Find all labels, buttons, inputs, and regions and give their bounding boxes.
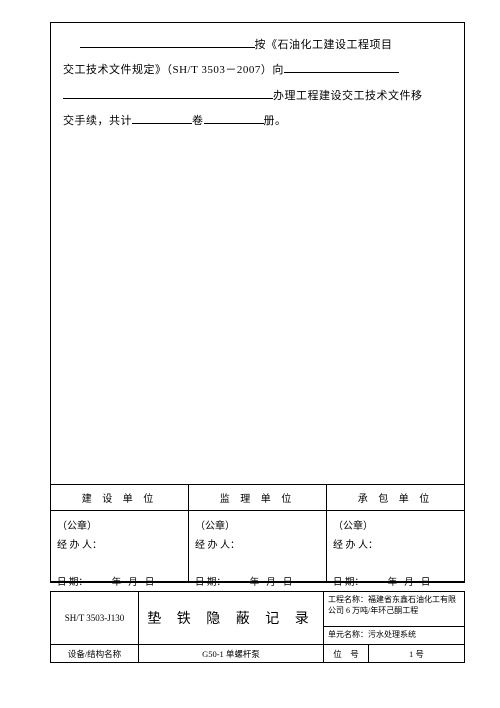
handler-supervisor: 经 办 人： bbox=[195, 536, 320, 555]
position-label: 位 号 bbox=[324, 645, 369, 662]
unit-name-label: 单元名称： bbox=[328, 630, 368, 639]
sig-col-contractor: 承 包 单 位 （公章） 经 办 人： 日 期： 年 月 日 bbox=[327, 485, 464, 581]
intro-seg4a: 交手续，共计 bbox=[63, 115, 132, 127]
blank-party-to bbox=[284, 61, 399, 73]
seal-owner: （公章） bbox=[57, 517, 182, 536]
seal-supervisor: （公章） bbox=[195, 517, 320, 536]
handler-contractor: 经 办 人： bbox=[333, 536, 458, 555]
date-prefix: 日 期： bbox=[57, 578, 88, 588]
intro-seg4b: 卷 bbox=[192, 115, 204, 127]
signature-row: 建 设 单 位 （公章） 经 办 人： 日 期： 年 月 日 监 理 单 位 （… bbox=[51, 485, 464, 582]
blank-books bbox=[204, 112, 264, 124]
date-y: 年 bbox=[112, 578, 122, 588]
date-m: 月 bbox=[404, 578, 414, 588]
project-name-label: 工程名称： bbox=[328, 595, 368, 604]
date-owner: 日 期： 年 月 日 bbox=[57, 574, 182, 592]
date-supervisor: 日 期： 年 月 日 bbox=[195, 574, 320, 592]
project-name-cell: 工程名称：福建省东鑫石油化工有限公司 6 万吨/年环己酮工程 bbox=[324, 592, 464, 627]
blank-line3 bbox=[63, 87, 273, 99]
blank-party-from bbox=[80, 36, 255, 48]
date-prefix: 日 期： bbox=[333, 578, 364, 588]
seal-contractor: （公章） bbox=[333, 517, 458, 536]
sig-body-supervisor: （公章） 经 办 人： 日 期： 年 月 日 bbox=[189, 511, 326, 581]
sig-head-contractor: 承 包 单 位 bbox=[327, 485, 464, 511]
sig-col-supervisor: 监 理 单 位 （公章） 经 办 人： 日 期： 年 月 日 bbox=[189, 485, 327, 581]
unit-name-cell: 单元名称：污水处理系统 bbox=[324, 627, 464, 644]
date-d: 日 bbox=[145, 578, 155, 588]
form-code: SH/T 3503-J130 bbox=[51, 592, 139, 644]
header-row2: 设备/结构名称 G50-1 单螺杆泵 位 号 1 号 bbox=[51, 644, 464, 662]
equip-label: 设备/结构名称 bbox=[51, 645, 139, 662]
intro-seg3: 移 bbox=[411, 90, 423, 102]
date-contractor: 日 期： 年 月 日 bbox=[333, 574, 458, 592]
intro-seg4c: 册。 bbox=[264, 115, 287, 127]
date-y: 年 bbox=[250, 578, 260, 588]
sig-head-supervisor: 监 理 单 位 bbox=[189, 485, 326, 511]
form-header-table: SH/T 3503-J130 垫 铁 隐 蔽 记 录 工程名称：福建省东鑫石油化… bbox=[50, 591, 465, 663]
intro-seg1a: 按《石油化工建设工程项目 bbox=[255, 39, 393, 51]
date-prefix: 日 期： bbox=[195, 578, 226, 588]
date-m: 月 bbox=[266, 578, 276, 588]
sig-body-contractor: （公章） 经 办 人： 日 期： 年 月 日 bbox=[327, 511, 464, 581]
form-right-info: 工程名称：福建省东鑫石油化工有限公司 6 万吨/年环己酮工程 单元名称：污水处理… bbox=[324, 592, 464, 644]
position-value: 1 号 bbox=[369, 645, 464, 662]
intro-seg2: 办理工程建设交工技术文件 bbox=[273, 90, 411, 102]
sig-head-owner: 建 设 单 位 bbox=[51, 485, 188, 511]
form-main: 按《石油化工建设工程项目 交工技术文件规定》（SH/T 3503－2007）向 … bbox=[50, 22, 465, 583]
handler-owner: 经 办 人： bbox=[57, 536, 182, 555]
page: 按《石油化工建设工程项目 交工技术文件规定》（SH/T 3503－2007）向 … bbox=[0, 0, 500, 708]
header-row1: SH/T 3503-J130 垫 铁 隐 蔽 记 录 工程名称：福建省东鑫石油化… bbox=[51, 592, 464, 644]
sig-col-owner: 建 设 单 位 （公章） 经 办 人： 日 期： 年 月 日 bbox=[51, 485, 189, 581]
unit-name-value: 污水处理系统 bbox=[368, 630, 416, 639]
equip-value: G50-1 单螺杆泵 bbox=[139, 645, 324, 662]
date-d: 日 bbox=[283, 578, 293, 588]
form-title: 垫 铁 隐 蔽 记 录 bbox=[139, 592, 324, 644]
date-d: 日 bbox=[421, 578, 431, 588]
intro-paragraph: 按《石油化工建设工程项目 交工技术文件规定》（SH/T 3503－2007）向 … bbox=[51, 23, 464, 485]
sig-body-owner: （公章） 经 办 人： 日 期： 年 月 日 bbox=[51, 511, 188, 581]
intro-seg1b: 交工技术文件规定》（SH/T 3503－2007）向 bbox=[63, 64, 284, 76]
date-m: 月 bbox=[128, 578, 138, 588]
blank-volumes bbox=[132, 112, 192, 124]
date-y: 年 bbox=[388, 578, 398, 588]
